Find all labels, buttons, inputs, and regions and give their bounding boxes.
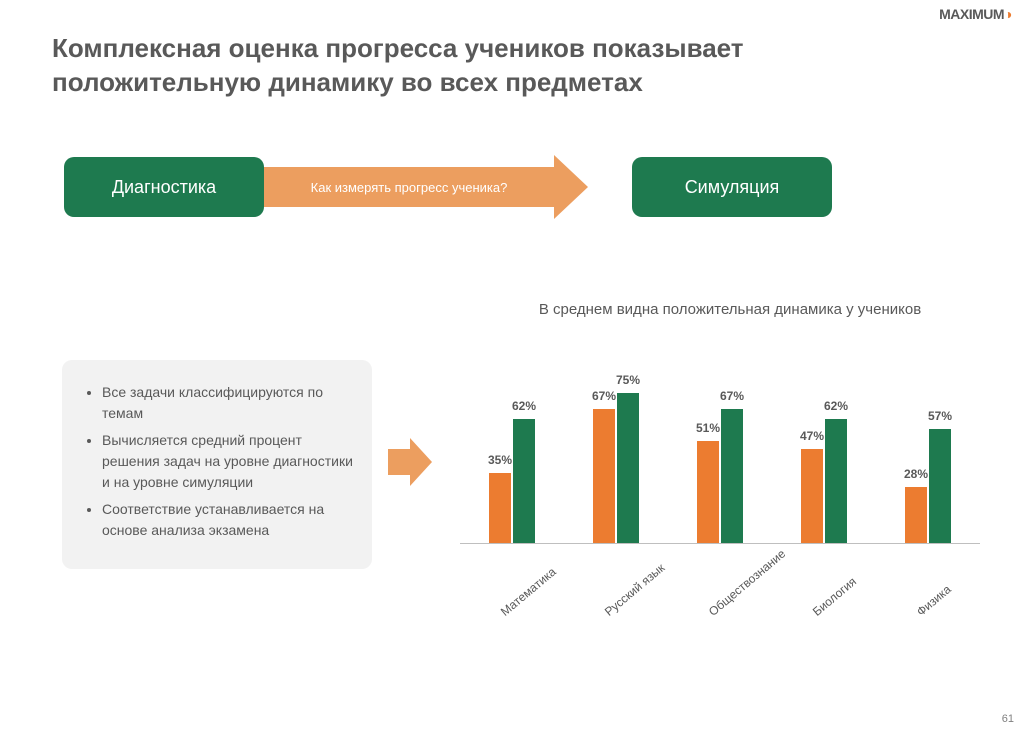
bar-value-label: 67% bbox=[592, 389, 616, 403]
bar-value-label: 62% bbox=[824, 399, 848, 413]
chart-bar: 62% bbox=[825, 419, 847, 543]
info-bullet-list: Все задачи классифицируются по темам Вычи… bbox=[86, 382, 354, 541]
chart-bar: 51% bbox=[697, 441, 719, 543]
chart-plot-area: 35%62%67%75%51%67%47%62%28%57% bbox=[460, 344, 980, 544]
chart-bar: 67% bbox=[593, 409, 615, 543]
bar-value-label: 47% bbox=[800, 429, 824, 443]
bar-chart: 35%62%67%75%51%67%47%62%28%57% Математик… bbox=[460, 344, 980, 624]
chart-title: В среднем видна положительная динамика у… bbox=[500, 300, 960, 320]
flow-diagram: Диагностика Как измерять прогресс ученик… bbox=[64, 155, 832, 219]
bar-value-label: 35% bbox=[488, 453, 512, 467]
chart-bar: 35% bbox=[489, 473, 511, 543]
bar-value-label: 28% bbox=[904, 467, 928, 481]
flow-arrow-label: Как измерять прогресс ученика? bbox=[264, 167, 554, 207]
brand-logo: MAXIMUM◑ bbox=[939, 6, 1012, 22]
bar-value-label: 67% bbox=[720, 389, 744, 403]
slide-title: Комплексная оценка прогресса учеников по… bbox=[52, 32, 932, 100]
chart-bar: 28% bbox=[905, 487, 927, 543]
info-bullet: Вычисляется средний процент решения зада… bbox=[102, 430, 354, 493]
info-bullet: Соответствие устанавливается на основе а… bbox=[102, 499, 354, 541]
flow-pill-diagnostics: Диагностика bbox=[64, 157, 264, 217]
small-arrow-shaft bbox=[388, 449, 410, 475]
chart-x-labels: МатематикаРусский языкОбществознаниеБиол… bbox=[460, 544, 980, 598]
chart-bar: 47% bbox=[801, 449, 823, 543]
page-number: 61 bbox=[1002, 713, 1014, 725]
flow-arrow-head-icon bbox=[554, 155, 588, 219]
small-arrow-head bbox=[410, 438, 432, 486]
info-bullet: Все задачи классифицируются по темам bbox=[102, 382, 354, 424]
chart-bar: 75% bbox=[617, 393, 639, 543]
small-arrow-icon bbox=[388, 438, 432, 486]
bar-value-label: 62% bbox=[512, 399, 536, 413]
logo-text: MAXIMUM bbox=[939, 6, 1004, 22]
chart-bar: 62% bbox=[513, 419, 535, 543]
chart-bar: 67% bbox=[721, 409, 743, 543]
bar-value-label: 57% bbox=[928, 409, 952, 423]
info-box: Все задачи классифицируются по темам Вычи… bbox=[62, 360, 372, 569]
bar-value-label: 75% bbox=[616, 373, 640, 387]
logo-accent-icon: ◑ bbox=[1004, 6, 1012, 22]
bar-value-label: 51% bbox=[696, 421, 720, 435]
flow-pill-simulation: Симуляция bbox=[632, 157, 832, 217]
